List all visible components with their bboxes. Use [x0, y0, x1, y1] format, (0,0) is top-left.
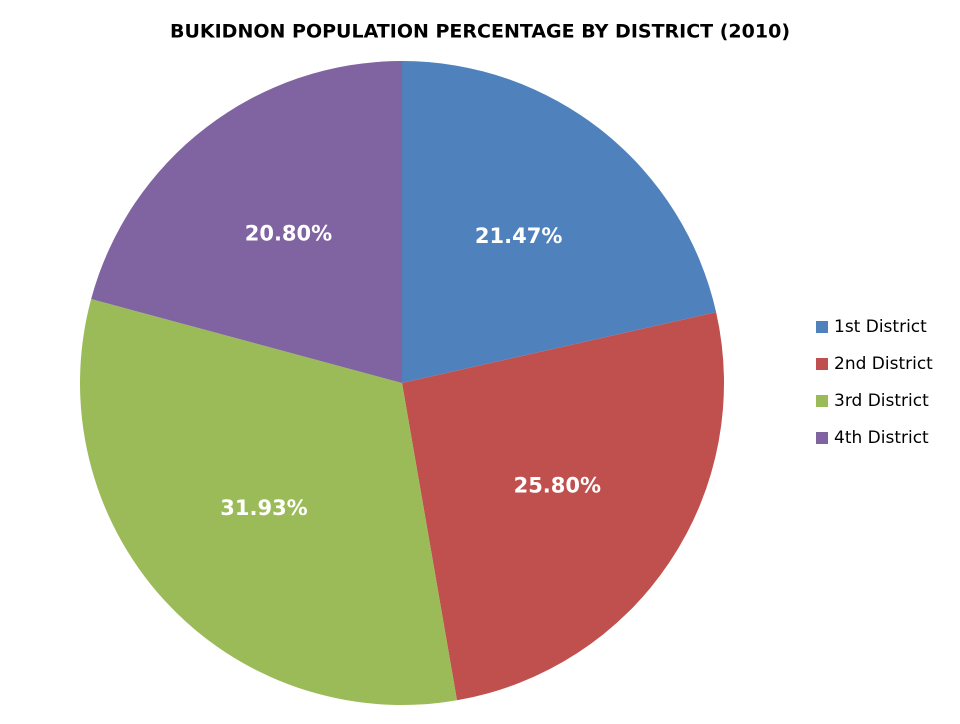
- pie-slice: [91, 61, 403, 383]
- legend-swatch: [816, 395, 828, 407]
- legend-swatch: [816, 358, 828, 370]
- slice-label: 31.93%: [220, 496, 307, 520]
- slice-label: 20.80%: [245, 222, 332, 246]
- legend-label: 1st District: [834, 317, 927, 337]
- pie-slice: [79, 299, 457, 706]
- slice-label: 21.47%: [475, 224, 562, 248]
- pie-slice: [402, 61, 717, 383]
- slice-label: 25.80%: [514, 474, 601, 498]
- legend-swatch: [816, 321, 828, 333]
- chart-title: BUKIDNON POPULATION PERCENTAGE BY DISTRI…: [170, 21, 790, 43]
- pie-slice: [402, 312, 724, 701]
- legend-label: 4th District: [834, 428, 929, 448]
- legend-label: 3rd District: [834, 391, 929, 411]
- legend-label: 2nd District: [834, 354, 933, 374]
- legend-swatch: [816, 432, 828, 444]
